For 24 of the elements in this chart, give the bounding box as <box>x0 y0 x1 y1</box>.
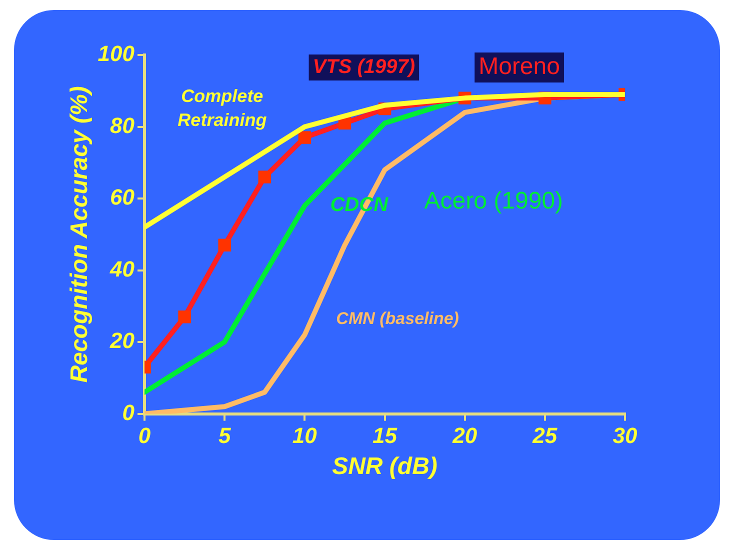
x-tick-label: 15 <box>372 423 398 448</box>
y-tick-label: 20 <box>109 328 136 354</box>
series-label: Complete Retraining <box>178 86 267 130</box>
y-tick-label: 100 <box>98 41 136 66</box>
x-tick-label: 0 <box>138 423 152 448</box>
x-tick-label: 20 <box>452 423 478 448</box>
x-tick-label: 30 <box>612 423 638 448</box>
point <box>178 310 191 324</box>
series-label: VTS (1997) <box>312 56 416 78</box>
y-tick-label: 40 <box>109 256 136 282</box>
y-tick-label: 0 <box>122 400 136 425</box>
y-tick-label: 80 <box>110 112 136 138</box>
y-axis-title: Recognition Accuracy (%) <box>66 86 94 383</box>
y-tick-label: 60 <box>110 184 136 210</box>
annotation: Acero (1990) <box>424 188 564 215</box>
series-label: CMN (baseline) <box>336 308 460 328</box>
point <box>298 131 312 144</box>
point <box>258 170 271 184</box>
x-tick-label: 10 <box>292 423 318 448</box>
x-tick-label: 25 <box>532 423 558 448</box>
annotation: Moreno <box>478 53 560 80</box>
x-tick-label: 5 <box>218 423 232 448</box>
point <box>218 238 231 252</box>
x-axis-title: SNR (dB) <box>332 453 438 480</box>
